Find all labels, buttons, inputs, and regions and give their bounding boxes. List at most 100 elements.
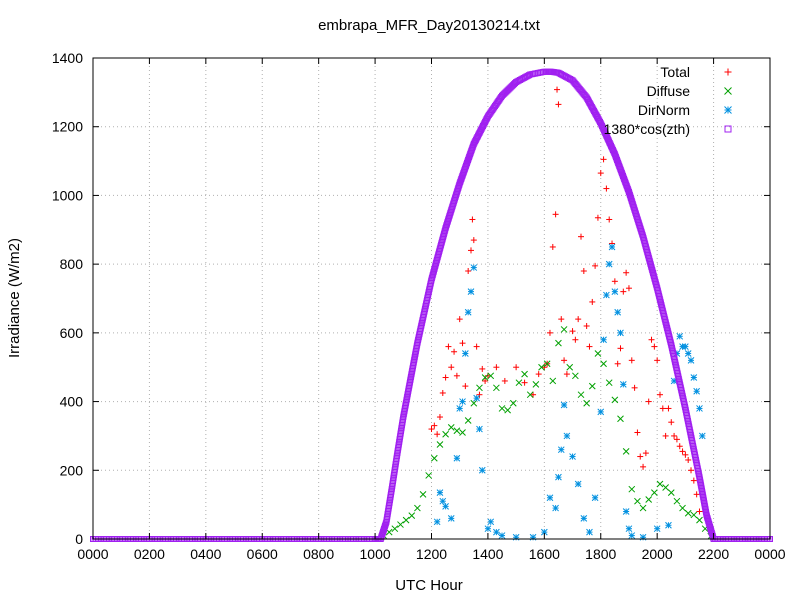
data-point: [679, 448, 686, 455]
x-axis-label: UTC Hour: [395, 577, 463, 594]
data-point: [659, 405, 666, 412]
data-point: [526, 391, 534, 399]
data-point: [430, 454, 438, 462]
x-tick-label: 1200: [416, 546, 447, 562]
legend-label: Diffuse: [647, 83, 691, 99]
data-point: [521, 379, 528, 386]
data-point: [600, 336, 607, 344]
data-point: [698, 432, 706, 440]
data-point: [645, 496, 653, 503]
data-point: [696, 405, 703, 412]
data-point: [459, 429, 466, 436]
y-tick-label: 600: [60, 325, 84, 341]
legend-label: DirNorm: [638, 102, 690, 118]
data-point: [425, 472, 433, 479]
data-point: [493, 528, 500, 536]
data-point: [578, 233, 585, 240]
data-point: [566, 363, 574, 371]
x-tick-label: 0600: [247, 546, 278, 562]
axis-ticks: [92, 57, 771, 540]
y-tick-label: 0: [75, 531, 83, 547]
data-point: [467, 247, 474, 254]
data-point: [476, 425, 483, 433]
data-point: [603, 291, 610, 299]
legend-marker: [724, 106, 732, 114]
data-point: [402, 516, 410, 524]
data-point: [461, 350, 469, 357]
data-point: [442, 430, 449, 438]
legend-label: 1380*cos(zth): [604, 121, 690, 137]
data-point: [462, 383, 469, 390]
data-point: [538, 363, 545, 371]
data-point: [676, 332, 684, 340]
data-point: [628, 532, 636, 539]
data-point: [625, 285, 632, 292]
data-point: [481, 374, 489, 381]
data-point: [569, 453, 576, 460]
data-point: [600, 360, 607, 368]
data-point: [391, 525, 399, 533]
data-point: [608, 243, 616, 251]
data-point: [456, 405, 464, 412]
data-point: [453, 427, 461, 435]
data-point: [687, 356, 695, 364]
data-point: [543, 360, 551, 368]
data-point: [586, 343, 593, 350]
data-point: [617, 329, 624, 337]
data-point: [469, 216, 476, 223]
data-point: [484, 525, 492, 533]
data-point: [583, 322, 590, 329]
data-point: [442, 374, 449, 381]
data-point: [470, 237, 477, 244]
y-tick-label: 1000: [52, 187, 83, 203]
data-point: [451, 348, 458, 355]
data-point: [546, 329, 553, 336]
data-point: [476, 384, 483, 392]
data-point: [487, 372, 495, 380]
y-axis-label: Irradiance (W/m2): [6, 238, 23, 358]
legend-marker: [724, 87, 732, 95]
data-point: [484, 372, 491, 379]
y-tick-label: 1400: [52, 50, 83, 66]
x-tick-label: 1600: [529, 546, 560, 562]
data-point: [555, 101, 562, 108]
data-point: [685, 456, 692, 463]
data-point: [600, 156, 607, 163]
data-point: [693, 387, 701, 395]
data-point: [439, 497, 447, 505]
data-point: [682, 451, 689, 458]
data-point: [653, 525, 661, 533]
data-point: [688, 467, 695, 474]
data-point: [628, 485, 636, 493]
data-point: [464, 417, 472, 424]
data-point: [447, 515, 455, 522]
x-tick-label: 0800: [303, 546, 334, 562]
data-point: [563, 371, 570, 378]
data-point: [487, 518, 495, 526]
x-tick-label: 2000: [642, 546, 673, 562]
data-point: [634, 429, 641, 436]
x-tick-label: 0000: [754, 546, 785, 562]
data-point: [574, 480, 582, 488]
data-point: [560, 326, 568, 333]
data-point: [642, 450, 649, 457]
data-point: [442, 503, 449, 510]
data-point: [671, 432, 678, 439]
data-point: [397, 521, 404, 528]
data-point: [445, 343, 452, 350]
data-point: [414, 504, 421, 512]
data-point: [696, 516, 703, 524]
legend: Total Diffuse DirNorm 1380*cos(zth): [604, 64, 732, 137]
data-point: [622, 508, 630, 515]
data-point: [586, 528, 593, 536]
data-point: [459, 398, 466, 405]
data-point: [453, 454, 461, 462]
x-tick-label: 1800: [585, 546, 616, 562]
data-point: [637, 453, 644, 460]
x-tick-label: 0400: [190, 546, 221, 562]
data-point: [546, 494, 554, 502]
data-point: [558, 316, 565, 323]
data-point: [549, 377, 557, 385]
data-point: [693, 491, 700, 498]
data-point: [473, 343, 480, 350]
